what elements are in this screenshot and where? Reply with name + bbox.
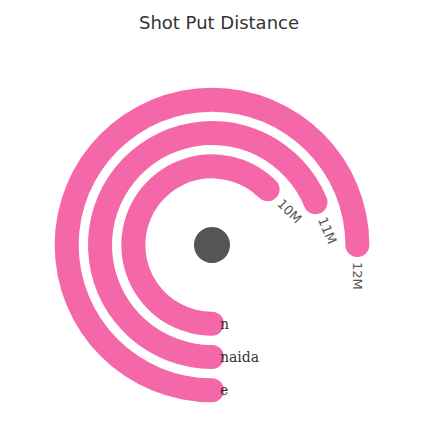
svg-text:10M: 10M [274,196,304,226]
svg-text:12M: 12M [350,262,365,290]
svg-text:11M: 11M [315,215,339,246]
svg-text:Shot Put Distance: Shot Put Distance [139,12,299,33]
svg-text:n: n [220,316,229,332]
svg-text:e: e [220,382,228,398]
svg-text:naida: naida [220,349,259,365]
